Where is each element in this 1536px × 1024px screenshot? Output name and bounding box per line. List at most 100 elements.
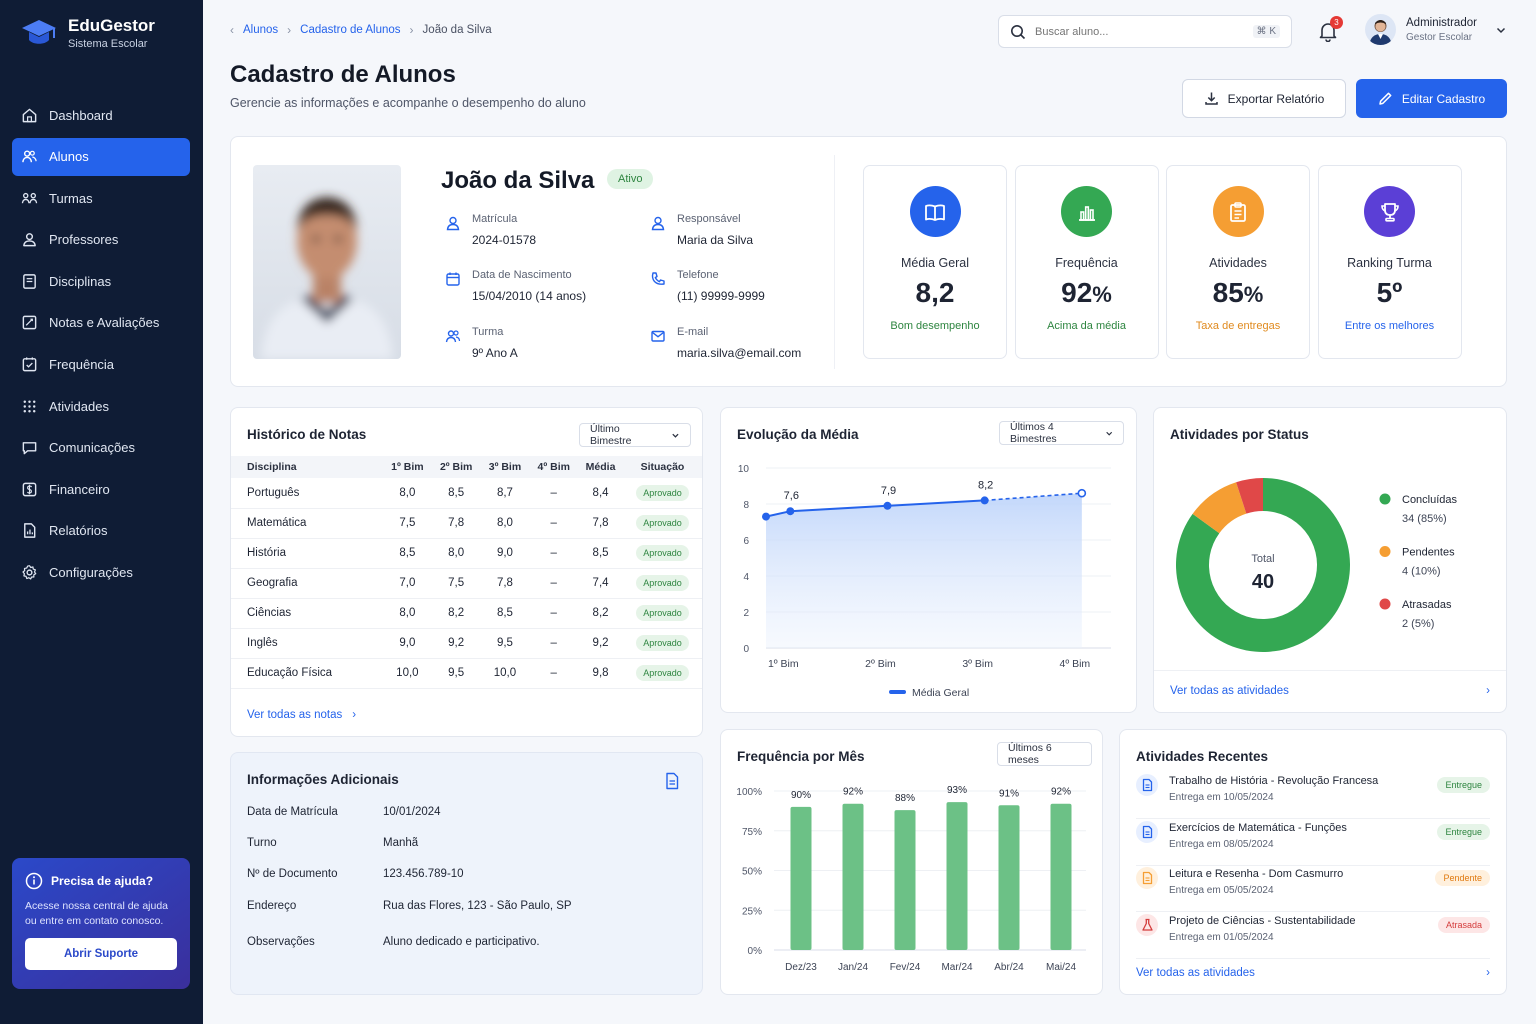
chevron-down-icon[interactable] — [1495, 24, 1507, 36]
donut-slice-concluidas[interactable] — [1176, 478, 1350, 652]
stat-note: Bom desempenho — [890, 320, 980, 332]
table-cell: 8,0 — [382, 598, 432, 629]
data-point[interactable] — [786, 507, 795, 516]
table-cell: 7,5 — [431, 568, 481, 599]
open-support-button[interactable]: Abrir Suporte — [25, 938, 177, 970]
user-icon — [651, 216, 665, 231]
main-content: ‹ Alunos › Cadastro de Alunos › João da … — [203, 0, 1536, 1024]
breadcrumb-cadastro[interactable]: Cadastro de Alunos — [300, 24, 401, 36]
grades-period-select[interactable]: Último Bimestre — [579, 423, 691, 447]
info-label: Observações — [247, 936, 315, 948]
breadcrumb-alunos[interactable]: Alunos — [243, 24, 279, 36]
stat-card: Frequência 92% Acima da média — [1014, 165, 1159, 359]
sidebar-item-notas-e-avaliacoes[interactable]: Notas e Avaliações — [12, 304, 190, 342]
recent-title: Atividades Recentes — [1136, 749, 1269, 764]
graduation-cap-icon — [22, 20, 56, 44]
table-cell: 7,0 — [382, 568, 432, 599]
edit-record-button[interactable]: Editar Cadastro — [1356, 79, 1507, 118]
sidebar-item-atividades[interactable]: Atividades — [12, 387, 190, 425]
activity-status-badge: Atrasada — [1437, 916, 1490, 933]
info-value: 123.456.789-10 — [383, 868, 464, 880]
bar[interactable] — [842, 803, 864, 950]
status-badge: Ativo — [607, 169, 654, 189]
activity-item[interactable]: Projeto de Ciências - Sustentabilidade En… — [1136, 913, 1490, 959]
bar-value-label: 93% — [947, 785, 967, 796]
view-all-activities-link[interactable]: Ver todas as atividades › — [1170, 685, 1490, 697]
table-cell: 10,0 — [480, 658, 530, 689]
user-icon — [446, 216, 460, 231]
stat-unit: % — [1243, 282, 1264, 307]
activity-status-badge: Pendente — [1435, 870, 1490, 886]
bar[interactable] — [790, 806, 812, 950]
sidebar-item-financeiro[interactable]: Financeiro — [12, 470, 190, 508]
user-menu[interactable]: Administrador Gestor Escolar — [1365, 14, 1507, 45]
status-badge: Aprovado — [636, 515, 689, 531]
search-icon — [1011, 24, 1026, 39]
sidebar-item-dashboard[interactable]: Dashboard — [12, 96, 190, 134]
table-cell: 8,5 — [578, 538, 623, 569]
x-tick-label: Jan/24 — [838, 962, 868, 973]
search-input[interactable] — [1035, 25, 1244, 38]
view-all-grades-link[interactable]: Ver todas as notas › — [247, 709, 356, 721]
table-cell: Aprovado — [622, 478, 702, 509]
data-point[interactable] — [1077, 488, 1087, 498]
table-cell: Matemática — [231, 508, 383, 539]
activity-date: Entrega em 10/05/2024 — [1169, 792, 1274, 803]
chevron-right-icon: › — [287, 23, 292, 37]
data-point[interactable] — [980, 496, 989, 505]
legend-swatch — [889, 690, 906, 694]
stat-note: Entre os melhores — [1344, 320, 1435, 332]
attendance-period-select[interactable]: Últimos 6 meses — [997, 742, 1092, 766]
bar[interactable] — [998, 805, 1020, 950]
sidebar-item-configuracoes[interactable]: Configurações — [12, 554, 190, 592]
y-tick-label: 100% — [736, 787, 762, 798]
sidebar-item-alunos[interactable]: Alunos — [12, 137, 190, 176]
table-cell: 8,7 — [480, 478, 530, 509]
chevron-right-icon: › — [1486, 685, 1490, 697]
table-cell: Aprovado — [622, 508, 702, 539]
table-cell: – — [529, 628, 579, 659]
bar[interactable] — [946, 802, 968, 950]
document-icon[interactable] — [664, 772, 680, 790]
sidebar-item-turmas[interactable]: Turmas — [12, 179, 190, 217]
data-point[interactable] — [883, 501, 892, 510]
search-box[interactable]: ⌘ K — [998, 15, 1292, 48]
edit-record-label: Editar Cadastro — [1401, 91, 1486, 106]
evolution-period-select[interactable]: Últimos 4 Bimestres — [999, 421, 1124, 445]
bar[interactable] — [894, 810, 916, 950]
app-logo[interactable]: EduGestor Sistema Escolar — [20, 16, 155, 50]
activity-icon-circle — [1136, 867, 1158, 889]
sidebar-item-comunicacoes[interactable]: Comunicações — [12, 429, 190, 467]
flask-icon — [1141, 918, 1153, 931]
activity-item[interactable]: Exercícios de Matemática - Funções Entreg… — [1136, 820, 1490, 866]
stat-icon-circle — [1061, 186, 1112, 237]
attendance-bar-chart: 0% 25% 50% 75% 100% 90% Dez/23 92% Jan/24 88% Fev/… — [736, 785, 1086, 973]
field-matricula: Matrícula 2024-01578 — [445, 213, 536, 247]
bar[interactable] — [1050, 803, 1072, 950]
status-badge: Aprovado — [636, 605, 689, 621]
sidebar-item-relatorios[interactable]: Relatórios — [12, 512, 190, 550]
activity-item[interactable]: Trabalho de História - Revolução Frances… — [1136, 774, 1490, 819]
additional-info-card: Informações Adicionais Data de Matrícula… — [230, 752, 703, 995]
view-all-recent-link[interactable]: Ver todas as atividades › — [1136, 967, 1490, 979]
activity-item[interactable]: Leitura e Resenha - Dom Casmurro Entrega … — [1136, 867, 1490, 912]
student-profile-card: João da Silva Ativo Matrícula 2024-01578 … — [230, 136, 1507, 387]
stat-card: Atividades 85% Taxa de entregas — [1166, 165, 1310, 359]
sidebar-item-professores[interactable]: Professores — [12, 221, 190, 259]
grades-period-value: Último Bimestre — [590, 423, 632, 447]
document-icon — [1142, 778, 1152, 792]
sidebar-item-disciplinas[interactable]: Disciplinas — [12, 262, 190, 300]
field-responsavel: Responsável Maria da Silva — [650, 213, 753, 247]
export-report-label: Exportar Relatório — [1227, 91, 1325, 106]
donut-slice-atrasadas[interactable] — [1236, 478, 1263, 514]
chevron-left-icon[interactable]: ‹ — [230, 23, 234, 37]
sidebar-item-frequencia[interactable]: Frequência — [12, 346, 190, 384]
info-row: Nº de Documento 123.456.789-10 — [247, 868, 464, 880]
data-point[interactable] — [761, 512, 770, 521]
donut-slice-pendentes[interactable] — [1192, 482, 1247, 534]
stat-number: 92 — [1061, 277, 1093, 308]
export-report-button[interactable]: Exportar Relatório — [1182, 79, 1346, 118]
stat-label: Ranking Turma — [1347, 256, 1432, 270]
status-badge: Aprovado — [636, 665, 689, 681]
info-value: 10/01/2024 — [383, 806, 441, 818]
